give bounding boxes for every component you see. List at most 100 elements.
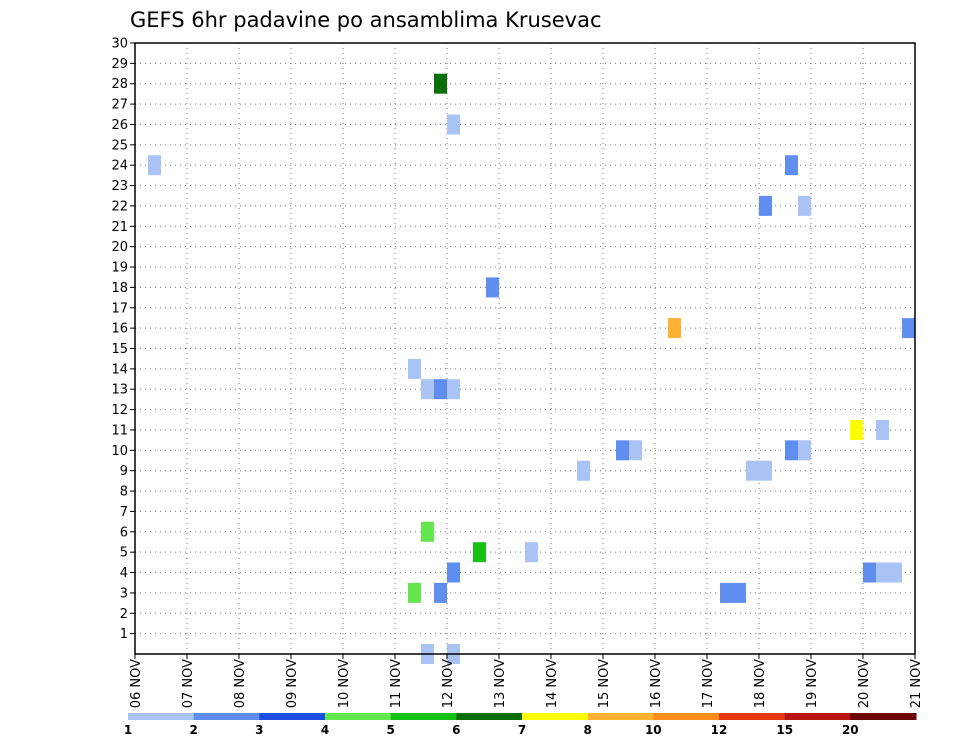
y-tick-label: 12 — [111, 403, 128, 418]
precip-cell — [408, 358, 421, 379]
x-tick-label: 21 NOV — [909, 659, 924, 708]
y-tick-label: 3 — [120, 586, 128, 601]
y-tick-label: 16 — [111, 322, 128, 337]
precip-cell — [421, 379, 434, 400]
legend-swatch — [259, 713, 326, 720]
legend-swatch — [653, 713, 720, 720]
x-tick-label: 09 NOV — [285, 659, 300, 708]
y-tick-label: 20 — [111, 240, 128, 255]
precip-cell — [798, 195, 811, 216]
y-tick-label: 5 — [120, 546, 128, 561]
y-tick-label: 24 — [111, 159, 128, 174]
x-tick-label: 10 NOV — [337, 659, 352, 708]
precip-cell — [434, 379, 447, 400]
legend-label: 3 — [255, 723, 263, 737]
x-tick-label: 13 NOV — [493, 659, 508, 708]
legend-label: 7 — [518, 723, 526, 737]
precip-cell — [759, 195, 772, 216]
y-tick-label: 1 — [120, 627, 128, 642]
x-tick-label: 11 NOV — [389, 659, 404, 708]
x-tick-label: 20 NOV — [857, 659, 872, 708]
x-tick-label: 19 NOV — [805, 659, 820, 708]
x-tick-label: 18 NOV — [753, 659, 768, 708]
y-tick-label: 19 — [111, 261, 128, 276]
y-tick-label: 2 — [120, 607, 128, 622]
precip-cell — [863, 562, 876, 583]
precip-cell — [798, 440, 811, 461]
precip-cell — [876, 562, 889, 583]
axes: 1234567891011121314151617181920212223242… — [111, 37, 924, 709]
y-tick-label: 25 — [111, 138, 128, 153]
precip-cell — [447, 114, 460, 135]
y-tick-label: 29 — [111, 57, 128, 72]
y-tick-label: 23 — [111, 179, 128, 194]
legend-label: 15 — [776, 723, 793, 737]
y-tick-label: 28 — [111, 77, 128, 92]
legend-swatch — [390, 713, 457, 720]
x-tick-label: 07 NOV — [181, 659, 196, 708]
precip-cell — [447, 379, 460, 400]
legend-swatch — [193, 713, 260, 720]
y-tick-label: 7 — [120, 505, 128, 520]
legend-label: 4 — [321, 723, 329, 737]
y-tick-label: 13 — [111, 383, 128, 398]
precip-cell — [447, 562, 460, 583]
y-tick-label: 14 — [111, 362, 128, 377]
chart-title: GEFS 6hr padavine po ansamblima Krusevac — [130, 8, 602, 32]
legend-label: 2 — [190, 723, 198, 737]
precip-cell — [434, 582, 447, 603]
y-tick-label: 10 — [111, 444, 128, 459]
precip-cell — [434, 73, 447, 94]
legend-swatch — [587, 713, 654, 720]
legend-swatch — [325, 713, 392, 720]
x-tick-label: 14 NOV — [545, 659, 560, 708]
precip-cell — [876, 420, 889, 440]
precip-cell — [668, 318, 681, 339]
y-tick-label: 11 — [111, 423, 128, 438]
y-tick-label: 18 — [111, 281, 128, 296]
legend: 1 2 3 4 5 6 7 8 10 12 15 20 — [124, 713, 917, 737]
legend-label: 8 — [584, 723, 592, 737]
y-tick-label: 6 — [120, 525, 128, 540]
legend-swatch — [850, 713, 917, 720]
precip-cell — [473, 542, 486, 563]
precip-cell — [525, 542, 538, 563]
precip-cell — [720, 582, 733, 603]
legend-label: 1 — [124, 723, 132, 737]
legend-swatch — [784, 713, 851, 720]
precip-cell — [421, 521, 434, 542]
legend-swatch — [522, 713, 589, 720]
legend-label: 10 — [645, 723, 662, 737]
y-tick-label: 9 — [120, 464, 128, 479]
y-tick-label: 30 — [111, 37, 128, 52]
y-tick-label: 22 — [111, 199, 128, 214]
y-tick-label: 8 — [120, 485, 128, 500]
y-tick-label: 4 — [120, 566, 128, 581]
legend-label: 5 — [387, 723, 395, 737]
legend-label: 20 — [842, 723, 859, 737]
precip-cell — [746, 460, 759, 481]
x-tick-label: 17 NOV — [701, 659, 716, 708]
precip-cell — [629, 440, 642, 461]
precip-cell — [889, 562, 902, 583]
y-tick-label: 27 — [111, 98, 128, 113]
y-tick-label: 17 — [111, 301, 128, 316]
x-tick-label: 12 NOV — [441, 659, 456, 708]
legend-label: 6 — [452, 723, 460, 737]
precip-cell — [902, 318, 915, 339]
precip-cell — [616, 440, 629, 461]
y-tick-label: 21 — [111, 220, 128, 235]
legend-label: 12 — [711, 723, 728, 737]
precip-cell — [759, 460, 772, 481]
y-tick-label: 15 — [111, 342, 128, 357]
precip-cell — [785, 155, 798, 176]
precip-cell — [486, 277, 499, 298]
legend-swatch — [456, 713, 523, 720]
x-tick-label: 08 NOV — [233, 659, 248, 708]
precip-cell — [733, 582, 746, 603]
x-tick-label: 06 NOV — [129, 659, 144, 708]
legend-swatch — [128, 713, 195, 720]
precip-cell — [148, 155, 161, 176]
x-tick-label: 15 NOV — [597, 659, 612, 708]
